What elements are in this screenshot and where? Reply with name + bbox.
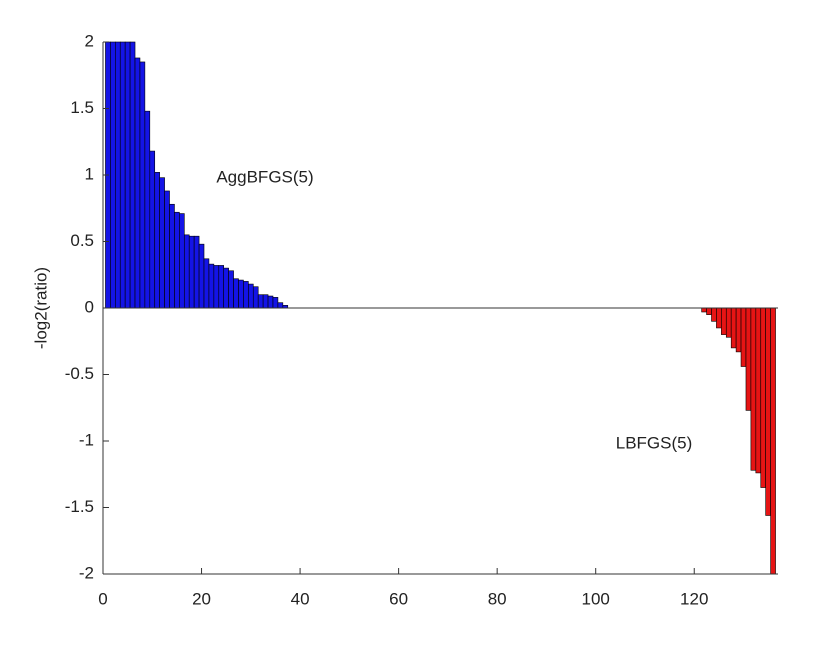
bar xyxy=(277,302,284,309)
bar xyxy=(272,297,279,309)
bar xyxy=(725,307,732,338)
bar xyxy=(755,307,762,474)
bar xyxy=(218,265,225,309)
bar xyxy=(735,307,742,353)
bar xyxy=(154,172,160,309)
bar xyxy=(208,263,215,309)
bar xyxy=(750,307,757,471)
bar xyxy=(203,258,210,309)
y-tick-label: 1 xyxy=(85,164,94,183)
x-tick-label: 20 xyxy=(192,589,211,608)
y-tick-label: 0.5 xyxy=(70,231,94,250)
bar xyxy=(262,294,269,309)
y-tick-label: -1 xyxy=(79,430,94,449)
bar xyxy=(159,177,165,309)
x-tick-label: 40 xyxy=(291,589,310,608)
bar xyxy=(149,150,156,309)
x-tick-label: 100 xyxy=(582,589,610,608)
y-tick-label: -2 xyxy=(79,563,94,582)
x-tick-label: 60 xyxy=(389,589,408,608)
y-tick-label: 1.5 xyxy=(70,98,94,117)
bar xyxy=(213,265,220,309)
annotation: AggBFGS(5) xyxy=(216,167,313,186)
bar xyxy=(706,307,712,315)
bar xyxy=(193,235,200,309)
y-tick-label: 0 xyxy=(85,297,94,316)
annotation: LBFGS(5) xyxy=(616,433,693,452)
bar xyxy=(701,307,707,313)
bar xyxy=(243,281,249,309)
bar xyxy=(198,243,205,309)
bar xyxy=(740,307,747,367)
bar xyxy=(745,307,752,411)
bar xyxy=(124,41,131,309)
bar xyxy=(139,61,146,309)
bar xyxy=(760,307,766,488)
bar xyxy=(110,41,116,309)
bar xyxy=(252,286,259,309)
bar xyxy=(129,41,136,309)
bar xyxy=(188,235,195,309)
bar xyxy=(257,294,264,309)
bar xyxy=(164,190,170,309)
bar xyxy=(770,307,776,575)
bar xyxy=(223,267,229,309)
bar xyxy=(711,307,717,322)
bar xyxy=(716,307,722,329)
bar xyxy=(174,211,180,309)
bar xyxy=(267,295,274,309)
bar xyxy=(144,110,151,309)
x-tick-label: 80 xyxy=(488,589,507,608)
bar xyxy=(238,279,244,309)
y-tick-label: -1.5 xyxy=(65,497,94,516)
bar xyxy=(248,283,254,309)
x-tick-label: 0 xyxy=(98,589,107,608)
bar xyxy=(228,270,234,309)
bar xyxy=(730,307,737,349)
bar xyxy=(169,203,175,309)
bar xyxy=(765,307,771,516)
y-tick-label: -0.5 xyxy=(65,364,94,383)
y-axis-label: -log2(ratio) xyxy=(31,267,50,349)
bar xyxy=(721,307,727,335)
bar xyxy=(183,234,190,309)
bar xyxy=(233,278,239,309)
bar xyxy=(115,41,121,309)
bar xyxy=(119,41,126,309)
bar xyxy=(179,213,185,309)
y-tick-label: 2 xyxy=(85,31,94,50)
x-tick-label: 120 xyxy=(680,589,708,608)
bar xyxy=(134,57,141,309)
